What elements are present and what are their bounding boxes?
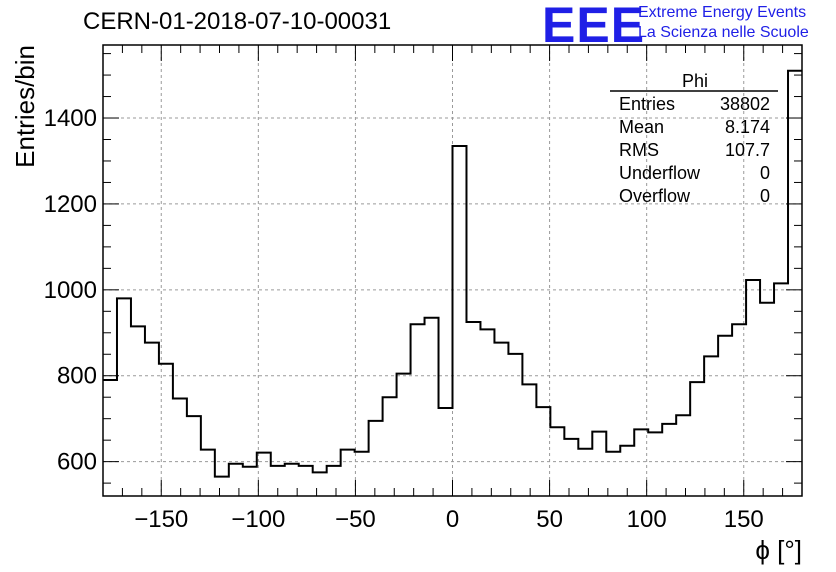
histogram-bin <box>592 432 606 496</box>
histogram-bin <box>578 449 592 496</box>
histogram-bin <box>746 280 760 496</box>
histogram-bin <box>760 303 774 496</box>
histogram-bin <box>145 343 159 496</box>
x-tick-label: 100 <box>627 506 667 533</box>
eee-logo: EEE <box>542 0 646 53</box>
histogram-bin <box>215 477 229 496</box>
histogram-bin <box>704 356 718 496</box>
histogram-bin <box>327 466 341 496</box>
x-tick-label: −50 <box>335 506 376 533</box>
histogram-bin <box>466 322 480 496</box>
histogram-bin <box>383 397 397 496</box>
x-tick-label: 50 <box>536 506 563 533</box>
histogram-bin <box>369 421 383 496</box>
histogram-bin <box>131 326 145 496</box>
logo-subtitle-1: Extreme Energy Events <box>638 4 807 21</box>
histogram-bin <box>425 318 439 496</box>
stats-label-overflow: Overflow <box>619 186 691 206</box>
stats-value-rms: 107.7 <box>725 140 770 160</box>
histogram-bin <box>355 452 369 496</box>
histogram-bin <box>634 429 648 496</box>
y-axis-label: Entries/bin <box>10 45 40 168</box>
chart-title: CERN-01-2018-07-10-00031 <box>83 8 392 35</box>
label-layer: −150 −100 −50 0 50 100 150 600 800 1000 1200 1400 <box>44 105 764 533</box>
y-tick-label: 800 <box>57 363 97 390</box>
y-tick-label: 1200 <box>44 191 97 218</box>
histogram-bin <box>187 416 201 496</box>
stats-title: Phi <box>682 71 708 91</box>
histogram-bin <box>508 354 522 496</box>
histogram-bin <box>732 324 746 496</box>
stats-label-rms: RMS <box>619 140 659 160</box>
histogram-bin <box>648 432 662 496</box>
stats-label-underflow: Underflow <box>619 163 701 183</box>
x-tick-label: 0 <box>446 506 459 533</box>
histogram-bin <box>676 415 690 496</box>
histogram-bin <box>522 384 536 496</box>
histogram-bin <box>788 71 802 496</box>
y-tick-label: 1000 <box>44 277 97 304</box>
histogram-bin <box>201 450 215 496</box>
logo-subtitle-2: La Scienza nelle Scuole <box>638 24 809 41</box>
histogram-bin <box>397 374 411 496</box>
x-tick-label: −100 <box>231 506 285 533</box>
histogram-bin <box>229 464 243 496</box>
histogram-bin <box>550 427 564 496</box>
histogram-bin <box>313 472 327 496</box>
histogram-bin <box>564 439 578 496</box>
histogram-bin <box>299 466 313 496</box>
histogram-bin <box>243 467 257 496</box>
histogram-bin <box>494 343 508 496</box>
histogram-bin <box>690 382 704 496</box>
x-tick-label: −150 <box>134 506 188 533</box>
histogram-bin <box>606 452 620 496</box>
stats-value-entries: 38802 <box>720 94 770 114</box>
histogram-bin <box>662 424 676 496</box>
histogram-bin <box>774 283 788 496</box>
x-axis-label: ϕ [°] <box>755 535 802 565</box>
histogram-bin <box>285 464 299 496</box>
histogram-bin <box>439 408 453 496</box>
histogram-bin <box>536 407 550 496</box>
tick-layer <box>102 45 803 496</box>
stats-label-entries: Entries <box>619 94 675 114</box>
histogram-bin <box>117 298 131 496</box>
histogram-layer <box>103 69 802 496</box>
histogram-bin <box>453 146 467 496</box>
histogram-bin <box>411 324 425 496</box>
stats-value-underflow: 0 <box>760 163 770 183</box>
stats-value-overflow: 0 <box>760 186 770 206</box>
histogram-bin <box>159 364 173 496</box>
x-tick-label: 150 <box>724 506 764 533</box>
y-tick-label: 1400 <box>44 105 97 132</box>
histogram-bin <box>257 453 271 496</box>
histogram-bin <box>173 398 187 496</box>
y-tick-label: 600 <box>57 449 97 476</box>
histogram-bin <box>341 450 355 496</box>
stats-label-mean: Mean <box>619 117 664 137</box>
histogram-outline <box>103 69 802 478</box>
stats-box: Phi Entries 38802 Mean 8.174 RMS 107.7 U… <box>610 71 778 206</box>
stats-value-mean: 8.174 <box>725 117 770 137</box>
histogram-bin <box>718 336 732 496</box>
histogram-bin <box>480 329 494 496</box>
